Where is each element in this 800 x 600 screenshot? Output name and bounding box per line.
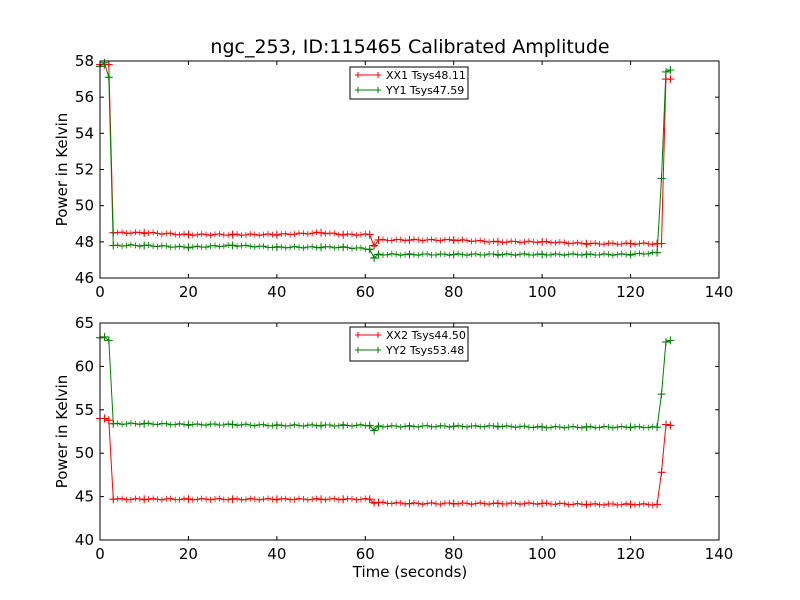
legend-label: YY1 Tsys47.59 <box>385 84 464 97</box>
x-tick-label: 0 <box>95 545 105 563</box>
bottom-subplot: 0 20 40 60 80 100 120 140 40 45 50 55 60 65 Power in K… <box>53 314 733 563</box>
x-tick-label: 80 <box>444 545 463 563</box>
x-tick-label: 40 <box>267 283 286 301</box>
x-tick-label: 20 <box>179 545 198 563</box>
top-subplot: 0 20 40 60 80 100 120 140 46 48 50 52 54 56 58 Power in… <box>53 52 733 301</box>
x-tick-label: 100 <box>528 283 557 301</box>
plot-frame <box>99 322 720 541</box>
y-tick-label: 50 <box>75 197 94 215</box>
x-tick-label: 120 <box>616 545 645 563</box>
legend-box <box>349 326 469 362</box>
x-tick-label: 140 <box>705 283 734 301</box>
legend-label: XX2 Tsys44.50 <box>386 329 466 342</box>
legend-marker <box>375 87 381 93</box>
y-axis-label: Power in Kelvin <box>53 375 71 489</box>
y-tick-label: 56 <box>75 88 94 106</box>
series-1-1 <box>96 60 675 250</box>
legend-box <box>349 66 469 100</box>
legend-marker <box>355 332 361 338</box>
x-tick-label: 40 <box>267 545 286 563</box>
series-line <box>100 418 671 506</box>
series-2-2 <box>96 332 675 435</box>
y-tick-label: 50 <box>75 444 94 462</box>
series-2-1 <box>96 414 675 509</box>
y-tick-label: 48 <box>75 233 94 251</box>
y-axis-label: Power in Kelvin <box>53 113 71 227</box>
x-tick-label: 0 <box>95 283 105 301</box>
x-axis-label: Time (seconds) <box>352 563 468 581</box>
x-tick-label: 20 <box>179 283 198 301</box>
legend-marker <box>375 347 381 353</box>
x-tick-label: 120 <box>616 283 645 301</box>
x-tick-label: 60 <box>356 545 375 563</box>
y-tick-label: 52 <box>75 161 94 179</box>
series-markers <box>97 415 674 509</box>
legend-marker <box>355 347 361 353</box>
x-tick-label: 60 <box>356 283 375 301</box>
y-tick-label: 45 <box>75 488 94 506</box>
y-tick-label: 40 <box>75 531 94 549</box>
legend-marker <box>375 72 381 78</box>
y-tick-label: 46 <box>75 269 94 287</box>
series-1-2 <box>96 58 675 263</box>
legend-marker <box>355 72 361 78</box>
x-tick-label: 140 <box>705 545 734 563</box>
y-tick-label: 58 <box>75 52 94 70</box>
legend-label: YY2 Tsys53.48 <box>385 344 464 357</box>
legend: XX2 Tsys44.50 YY2 Tsys53.48 <box>349 326 469 362</box>
legend-label: XX1 Tsys48.11 <box>386 69 466 82</box>
legend: XX1 Tsys48.11 YY1 Tsys47.59 <box>349 66 469 100</box>
chart-title: ngc_253, ID:115465 Calibrated Amplitude <box>210 36 609 58</box>
x-tick-label: 100 <box>528 545 557 563</box>
y-tick-label: 55 <box>75 401 94 419</box>
y-tick-label: 54 <box>75 124 94 142</box>
legend-marker <box>375 332 381 338</box>
x-tick-label: 80 <box>444 283 463 301</box>
y-tick-label: 60 <box>75 357 94 375</box>
y-tick-label: 65 <box>75 314 94 332</box>
legend-marker <box>355 87 361 93</box>
